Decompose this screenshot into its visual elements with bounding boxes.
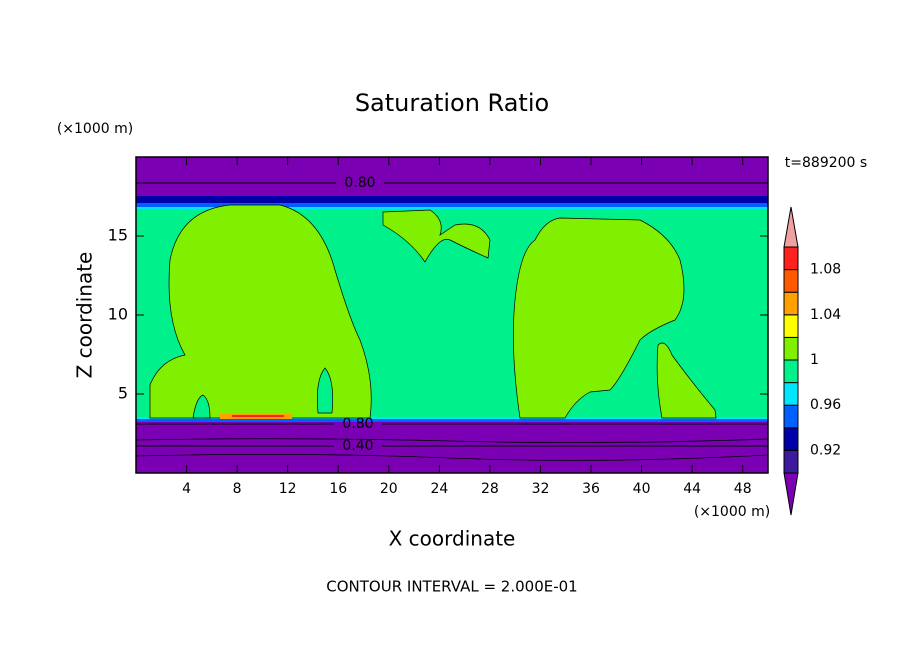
x-tick-label: 20 [380,481,398,497]
region [136,417,768,419]
x-axis-label: X coordinate [389,527,516,551]
colorbar-label: 1.08 [810,262,841,278]
y-unit: (×1000 m) [57,121,133,137]
colorbar-box [783,314,799,338]
region [512,217,685,419]
region [136,203,768,208]
x-tick-label: 28 [481,481,499,497]
footer: CONTOUR INTERVAL = 2.000E-01 [326,578,577,596]
y-tick-label: 15 [108,226,128,245]
region [149,204,372,419]
chart-title: Saturation Ratio [355,89,549,117]
x-tick-label: 48 [734,481,752,497]
x-tick-label: 4 [182,481,191,497]
region [136,207,768,210]
colorbar-box [783,449,799,474]
x-tick-label: 44 [683,481,701,497]
region [656,342,717,419]
contour-label: 0.80 [342,416,373,432]
x-tick-label: 12 [279,481,297,497]
time-label: t=889200 s [785,155,867,171]
y-axis-label: Z coordinate [73,252,97,379]
x-unit: (×1000 m) [694,504,770,520]
contour-label: 0.80 [344,175,375,191]
colorbar-box [783,427,799,451]
colorbar-box [783,336,799,361]
colorbar-triangle [783,206,799,248]
colorbar-box [783,404,799,429]
y-tick-label: 5 [118,384,128,403]
contour-line [135,438,769,461]
colorbar-triangle [783,472,799,516]
contour-field [135,157,769,473]
x-tick-label: 16 [329,481,347,497]
colorbar-label: 0.96 [810,397,841,413]
region [136,196,768,204]
colorbar-box [783,359,799,384]
x-tick-label: 24 [430,481,448,497]
colorbar-box [783,382,799,406]
colorbar-box [783,269,799,293]
x-tick-label: 36 [582,481,600,497]
region [136,419,768,422]
x-tick-label: 32 [532,481,550,497]
x-tick-label: 40 [633,481,651,497]
contour-label: 0.40 [342,438,373,454]
colorbar-label: 1 [810,352,819,368]
region [316,367,334,414]
region [382,209,491,263]
colorbar-box [783,291,799,316]
region [192,394,211,419]
region [232,415,284,417]
colorbar-box [783,246,799,271]
x-tick-label: 8 [233,481,242,497]
colorbar-label: 0.92 [810,442,841,458]
y-tick-label: 10 [108,305,128,324]
colorbar-label: 1.04 [810,307,841,323]
